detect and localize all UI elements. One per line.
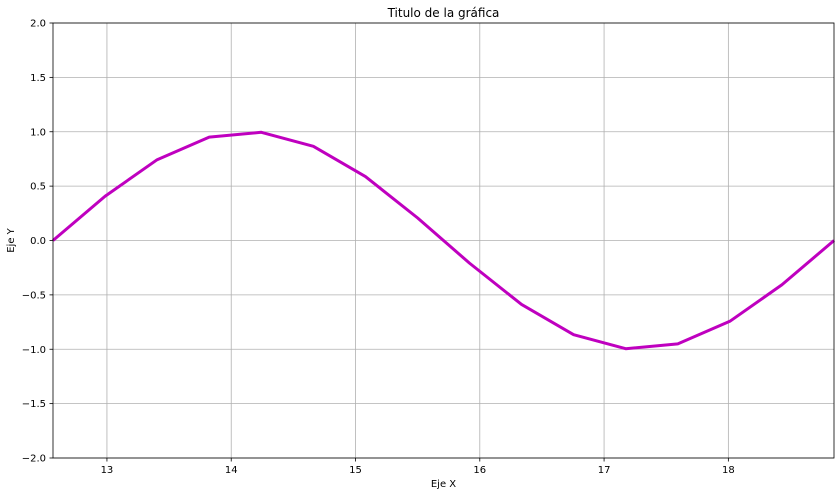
grid-lines — [53, 22, 834, 459]
x-tick-label: 13 — [101, 465, 114, 476]
y-tick-label: 0.0 — [30, 236, 46, 247]
series-line — [52, 130, 835, 351]
x-tick-label: 14 — [225, 465, 238, 476]
x-tick-label: 17 — [598, 465, 611, 476]
x-tick-label: 18 — [722, 465, 735, 476]
y-tick-label: 0.5 — [30, 182, 46, 193]
y-tick-label: −0.5 — [22, 290, 46, 301]
x-axis-label: Eje X — [431, 479, 456, 490]
chart-title: Titulo de la gráfica — [387, 6, 500, 20]
x-tick-label: 15 — [349, 465, 362, 476]
y-tick-label: 2.0 — [30, 19, 46, 30]
axis-ticks: 13 14 15 16 17 18 −2.0 −1.5 −1.0 −0.5 0.0 0.5 1.0 1.5… — [22, 19, 735, 477]
y-axis-label: Eje Y — [6, 227, 17, 252]
x-tick-label: 16 — [473, 465, 486, 476]
y-tick-label: −2.0 — [22, 454, 46, 465]
y-tick-label: 1.5 — [30, 73, 46, 84]
series-layer — [52, 130, 835, 351]
y-tick-label: −1.5 — [22, 399, 46, 410]
y-tick-label: −1.0 — [22, 345, 46, 356]
y-tick-label: 1.0 — [30, 127, 46, 138]
